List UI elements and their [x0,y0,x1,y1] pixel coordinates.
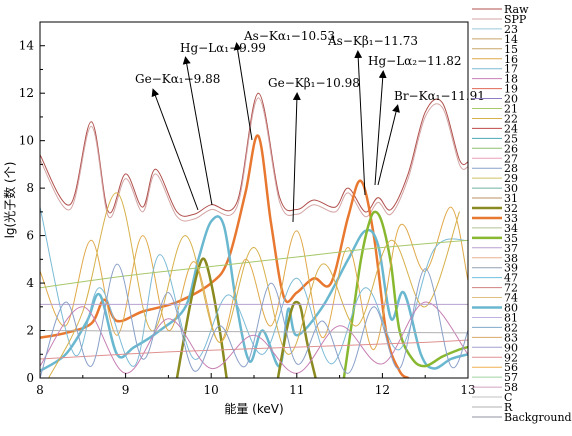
legend-label: 14 [504,33,518,46]
annotation-label: Ge−Kβ₁−10.98 [268,76,360,90]
legend-label: 74 [504,292,518,305]
y-tick-label: 12 [19,86,34,100]
y-axis: 0 2 4 6 8 10 12 14 [19,39,45,385]
series-line-r [40,330,468,334]
x-tick-label: 13 [460,383,475,397]
legend-label: 34 [504,222,518,235]
legend-label: SPP [504,13,527,26]
x-tick-label: 8 [36,383,44,397]
legend-label: 47 [504,272,518,285]
legend-label: 19 [504,83,518,96]
legend-label: 37 [504,242,518,255]
legend-label: 90 [504,341,518,354]
x-axis: 8 9 10 11 12 13 [36,373,476,397]
y-tick-label: 10 [19,134,34,148]
legend-label: 16 [504,53,518,66]
annotation-label: As−Kβ₁−11.73 [327,34,418,48]
legend-label: 31 [504,192,518,205]
x-tick-label: 9 [122,383,130,397]
legend-label: R [504,401,513,414]
legend-label: 82 [504,321,518,334]
legend-label: 32 [504,202,518,215]
series-line-spp [40,97,468,222]
legend-label: 92 [504,351,518,364]
annotation-arrow [182,56,213,206]
legend-label: 39 [504,262,518,275]
legend-label: 26 [504,142,518,155]
x-tick-label: 10 [204,383,219,397]
annotation-arrow [354,50,366,196]
y-tick-label: 8 [26,181,34,195]
series-line-22 [48,192,460,378]
legend-label: 56 [504,361,518,374]
y-tick-label: 2 [26,324,34,338]
y-tick-label: 0 [26,371,34,385]
legend-label: 17 [504,63,518,76]
series-layer [40,92,468,378]
series-line-18 [40,301,468,374]
legend-label: 83 [504,331,518,344]
series-line-32b [276,300,317,378]
legend-label: 24 [504,122,518,135]
series-line-raw [40,92,468,217]
legend-label: 20 [504,93,518,106]
legend-label: 29 [504,172,518,185]
series-line-21 [40,239,468,289]
annotation-arrow [377,104,400,186]
annotation-arrow [292,92,301,223]
legend-label: 38 [504,252,518,265]
y-tick-label: 4 [26,276,34,290]
series-line-32 [175,257,228,378]
x-axis-label: 能量 (keV) [224,402,283,416]
x-tick-label: 12 [375,383,390,397]
legend-label: 33 [504,212,518,225]
y-tick-label: 14 [19,39,35,53]
legend-label: 15 [504,43,518,56]
legend-label: 22 [504,112,518,125]
legend-label: 35 [504,232,518,245]
annotation-label: Hg−Lα₁−9.99 [180,41,266,55]
legend-label: 23 [504,23,518,36]
legend-label: 58 [504,381,518,394]
y-tick-label: 6 [26,229,34,243]
annotation-arrow [151,88,199,211]
legend-label: 72 [504,282,518,295]
legend-label: 21 [504,103,518,116]
legend-label: 28 [504,162,518,175]
legend: RawSPP2314151617181920212224252627282930… [472,3,572,424]
legend-label: 81 [504,311,518,324]
series-line-17 [40,206,468,367]
y-axis-label: lg(光子数 (个) [2,162,17,239]
series-line-16 [40,206,468,351]
series-line-28 [40,263,468,378]
legend-label: Raw [504,3,529,16]
legend-label: 18 [504,73,518,86]
legend-label: 25 [504,132,518,145]
series-line-80 [40,215,468,373]
legend-label: Background [504,411,572,424]
annotation-label: Hg−Lα₂−11.82 [368,54,462,68]
annotation-label: Br−Kα₁−11.91 [394,89,485,103]
series-line-92 [40,339,468,360]
legend-label: 30 [504,182,518,195]
annotation-label: Ge−Kα₁−9.88 [135,72,220,86]
legend-label: 80 [504,302,518,315]
annotation-arrow [233,42,253,141]
legend-label: 27 [504,152,518,165]
legend-label: C [504,391,512,404]
x-tick-label: 11 [289,383,304,397]
annotation-arrow [374,70,387,186]
legend-label: 57 [504,371,518,384]
annotation-label: As−Kα₁−10.53 [243,29,335,43]
